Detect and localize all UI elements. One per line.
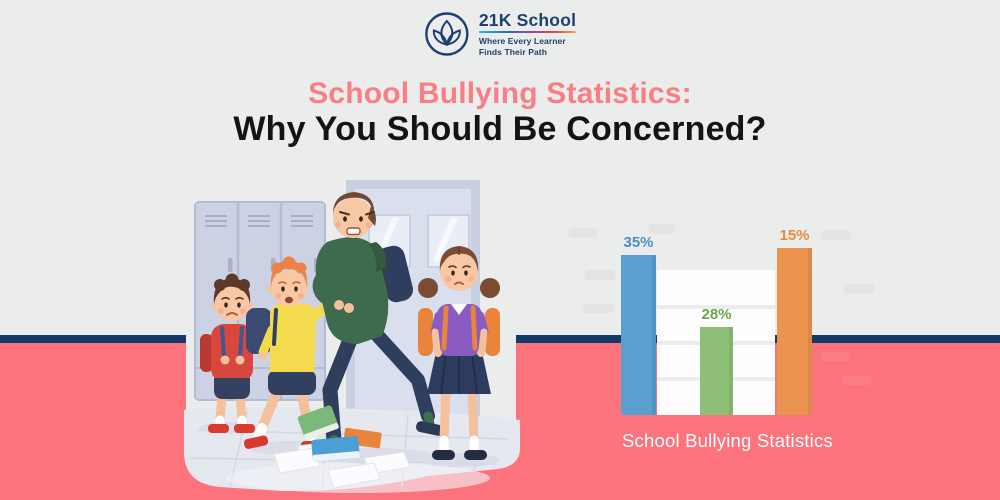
logo: 21K School Where Every Learner Finds The…: [424, 10, 577, 57]
smudge: [820, 352, 850, 361]
bar-value-label: 28%: [701, 306, 732, 323]
title-accent-line: School Bullying Statistics:: [308, 77, 692, 110]
bullying-scene-illustration: [184, 158, 520, 493]
bar-value-label: 35%: [623, 234, 654, 251]
bar-3: [777, 248, 812, 415]
bar-chart: 35% 28% 15% School Bullying Statistics: [595, 220, 885, 465]
bar-value-label: 15%: [779, 227, 810, 244]
smudge: [584, 270, 616, 280]
smudge: [568, 228, 598, 238]
logo-gradient-underline: [478, 30, 577, 34]
title-main-line: Why You Should Be Concerned?: [233, 110, 767, 148]
onlooker-girl: [418, 246, 500, 460]
page-title: School Bullying Statistics: Why You Shou…: [0, 77, 1000, 149]
smudge: [820, 230, 852, 240]
bar-chart-bars: 35% 28% 15%: [595, 220, 885, 465]
logo-tagline-line1: Where Every Learner: [478, 35, 566, 46]
smudge: [842, 376, 872, 385]
smudge: [648, 224, 676, 234]
smudge: [582, 304, 614, 313]
lotus-icon: [425, 12, 469, 56]
logo-tagline-line2: Finds Their Path: [478, 46, 548, 57]
smudge: [843, 284, 875, 294]
bar-1: [621, 255, 656, 415]
scattered-books: [297, 405, 382, 462]
logo-name: 21K School: [478, 10, 577, 30]
gridline: [657, 304, 775, 309]
chart-caption: School Bullying Statistics: [622, 430, 833, 451]
onlooker-boy: [200, 273, 255, 433]
bully: [312, 192, 444, 457]
bar-2: [700, 327, 733, 415]
logo-text: 21K School Where Every Learner Finds The…: [478, 10, 577, 57]
